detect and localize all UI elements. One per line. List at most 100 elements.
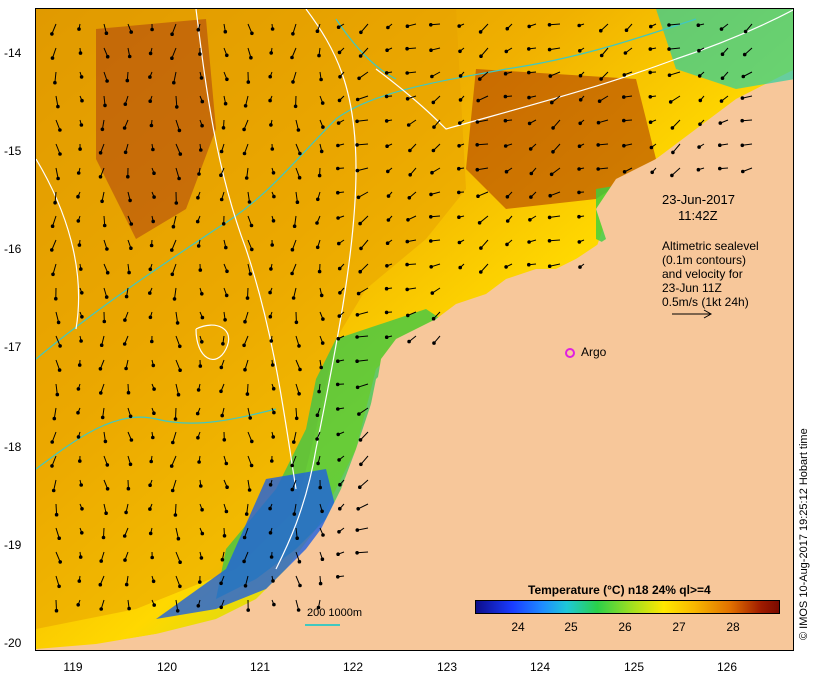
velocity-arrow-head bbox=[105, 79, 109, 83]
velocity-arrow-head bbox=[246, 80, 251, 84]
velocity-arrow-head bbox=[478, 30, 483, 34]
velocity-arrow-head bbox=[293, 104, 298, 109]
velocity-arrow-head bbox=[78, 51, 83, 55]
velocity-arrow-head bbox=[457, 215, 461, 219]
velocity-arrow-head bbox=[529, 195, 533, 199]
velocity-arrow-head bbox=[317, 389, 321, 394]
velocity-arrow-head bbox=[578, 98, 583, 102]
colorbar-tick-label: 26 bbox=[618, 620, 632, 634]
velocity-arrow-head bbox=[199, 148, 203, 152]
velocity-arrow bbox=[175, 95, 178, 107]
velocity-arrow-head bbox=[386, 218, 391, 222]
velocity-arrow-head bbox=[505, 242, 509, 247]
sealevel-contours bbox=[36, 9, 793, 570]
velocity-arrow-head bbox=[358, 438, 363, 442]
velocity-arrow-head bbox=[292, 224, 297, 228]
velocity-arrow-head bbox=[527, 262, 531, 267]
velocity-arrow-head bbox=[198, 580, 202, 584]
velocity-arrow-head bbox=[148, 75, 152, 79]
velocity-arrow-head bbox=[718, 121, 723, 125]
velocity-arrow-head bbox=[336, 552, 340, 557]
map-area[interactable] bbox=[35, 8, 794, 651]
velocity-arrow-head bbox=[170, 56, 174, 61]
velocity-arrow-head bbox=[124, 366, 128, 371]
velocity-arrow-head bbox=[57, 584, 61, 589]
velocity-arrow-head bbox=[148, 51, 153, 56]
velocity-arrow-head bbox=[128, 414, 133, 419]
velocity-arrow-head bbox=[698, 98, 703, 103]
velocity-arrows bbox=[50, 23, 753, 613]
velocity-arrow-head bbox=[175, 321, 180, 325]
velocity-arrow-head bbox=[197, 172, 201, 176]
velocity-arrow-head bbox=[355, 335, 359, 339]
velocity-arrow-head bbox=[338, 291, 342, 295]
velocity-arrow-head bbox=[358, 54, 363, 58]
velocity-arrow-head bbox=[104, 511, 108, 516]
velocity-arrow-head bbox=[55, 392, 60, 397]
velocity-arrow-head bbox=[475, 120, 480, 124]
velocity-arrow-head bbox=[58, 152, 62, 156]
velocity-arrow-head bbox=[152, 195, 156, 199]
velocity-arrow-head bbox=[221, 126, 226, 130]
velocity-arrow-head bbox=[172, 297, 177, 301]
velocity-arrow-head bbox=[78, 555, 83, 559]
velocity-arrow-head bbox=[319, 149, 324, 154]
velocity-arrow-head bbox=[336, 121, 341, 125]
velocity-arrow-head bbox=[271, 171, 276, 175]
velocity-arrow-head bbox=[296, 128, 301, 132]
velocity-arrow-head bbox=[315, 413, 320, 418]
velocity-arrow-head bbox=[358, 269, 363, 274]
velocity-arrow bbox=[172, 479, 177, 491]
velocity-arrow-head bbox=[80, 315, 84, 319]
velocity-arrow-head bbox=[77, 363, 82, 367]
velocity-arrow-head bbox=[317, 53, 321, 58]
velocity-arrow-head bbox=[529, 171, 534, 176]
velocity-arrow-head bbox=[50, 32, 54, 36]
velocity-arrow-head bbox=[250, 247, 254, 252]
velocity-arrow bbox=[175, 167, 180, 179]
velocity-arrow-head bbox=[245, 392, 250, 396]
velocity-arrow-head bbox=[269, 51, 273, 55]
velocity-arrow-head bbox=[742, 52, 747, 57]
velocity-arrow-head bbox=[478, 77, 482, 81]
velocity-arrow-head bbox=[244, 176, 249, 180]
velocity-arrow-head bbox=[336, 190, 340, 195]
velocity-arrow-head bbox=[219, 581, 223, 586]
velocity-arrow-head bbox=[527, 240, 531, 244]
argo-marker-icon[interactable] bbox=[565, 348, 575, 358]
velocity-arrow-head bbox=[386, 194, 391, 198]
velocity-arrow-head bbox=[407, 339, 411, 344]
velocity-arrow-head bbox=[668, 100, 673, 104]
velocity-arrow-head bbox=[648, 47, 653, 51]
velocity-arrow-head bbox=[79, 267, 83, 271]
colorbar bbox=[475, 600, 780, 614]
velocity-arrow-head bbox=[151, 219, 155, 224]
velocity-arrow-head bbox=[220, 557, 225, 562]
velocity-arrow-head bbox=[200, 292, 204, 296]
velocity-arrow-head bbox=[527, 24, 532, 29]
velocity-arrow-head bbox=[178, 584, 182, 589]
velocity-arrow-head bbox=[221, 342, 225, 346]
velocity-arrow bbox=[171, 47, 177, 59]
velocity-arrow-head bbox=[405, 24, 410, 29]
velocity-arrow-head bbox=[356, 291, 361, 296]
velocity-arrow-head bbox=[122, 126, 127, 130]
velocity-arrow-head bbox=[200, 340, 204, 344]
velocity-arrow-head bbox=[270, 363, 275, 367]
velocity-arrow-head bbox=[170, 488, 175, 493]
velocity-arrow bbox=[477, 167, 489, 171]
velocity-arrow-head bbox=[100, 415, 105, 420]
velocity-arrow bbox=[358, 191, 369, 198]
velocity-arrow-head bbox=[148, 267, 153, 272]
velocity-arrow-head bbox=[200, 123, 204, 128]
velocity-arrow-head bbox=[58, 560, 63, 564]
velocity-arrow-head bbox=[476, 194, 480, 198]
velocity-arrow bbox=[477, 95, 489, 102]
velocity-arrow-head bbox=[315, 437, 319, 441]
velocity-arrow-head bbox=[51, 272, 55, 277]
velocity-arrow-head bbox=[315, 29, 320, 34]
velocity-arrow-head bbox=[51, 488, 56, 493]
velocity-arrow-head bbox=[199, 484, 203, 488]
velocity-arrow-head bbox=[225, 485, 229, 490]
velocity-arrow-head bbox=[52, 416, 57, 421]
